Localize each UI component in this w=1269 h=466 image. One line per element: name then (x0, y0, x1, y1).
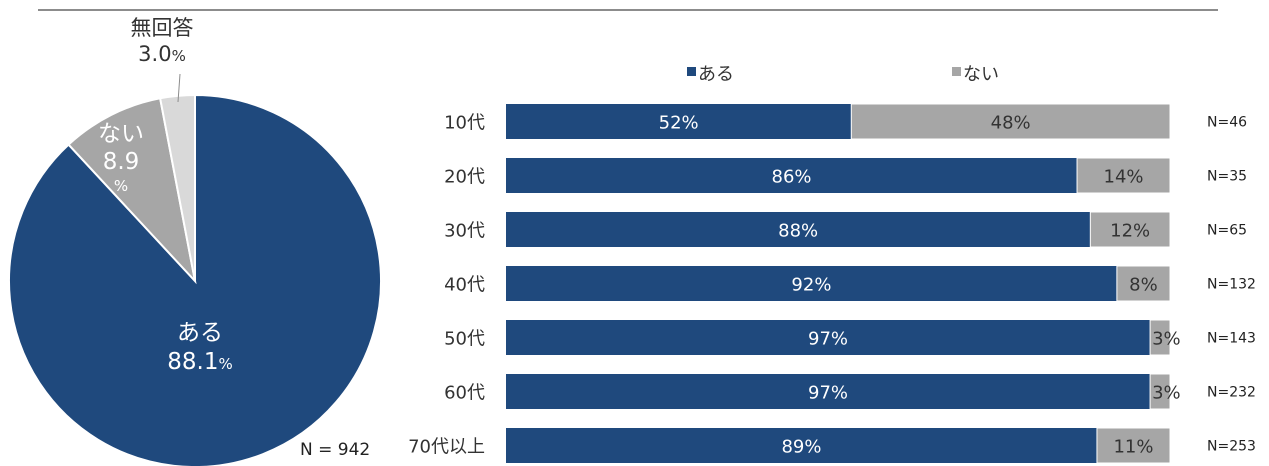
bar-value-label-yes: 88% (778, 221, 818, 242)
sample-size-label: N=143 (1207, 331, 1256, 347)
sample-size-label: N=35 (1207, 169, 1247, 185)
bar-segment-yes (506, 104, 852, 139)
bar-value-label-yes: 52% (659, 113, 699, 134)
bar-value-label-no: 8% (1129, 275, 1158, 296)
pie-leader-line (177, 73, 181, 103)
category-label: 50代 (444, 329, 485, 350)
legend-label-yes: ある (698, 64, 734, 85)
category-label: 30代 (444, 221, 485, 242)
bar-segment-no (1089, 211, 1171, 248)
pie-label-no: ない 8.9 % (96, 121, 146, 195)
bar-segment-no (1076, 157, 1171, 194)
bar-segment-yes (506, 374, 1151, 409)
bar-value-label-yes: 92% (791, 275, 831, 296)
pie-label-yes-value: 88.1 (167, 349, 219, 376)
pie-slice-no-answer (158, 93, 196, 282)
bar-value-label-yes: 86% (772, 167, 812, 188)
bar-segment-no (850, 103, 1171, 140)
category-label: 60代 (444, 383, 485, 404)
top-divider-line (38, 9, 1218, 11)
sample-size-label: N=132 (1207, 277, 1256, 293)
pie-label-no-answer-pct: % (171, 47, 186, 66)
pie-label-no-answer-name: 無回答 (130, 16, 194, 40)
bar-segment-yes (506, 428, 1097, 463)
sample-size-label: N=253 (1207, 439, 1256, 455)
sample-size-label: N=65 (1207, 223, 1247, 239)
pie-label-yes-pct: % (218, 355, 233, 374)
sample-size-label: N=232 (1207, 385, 1256, 401)
category-label: 70代以上 (408, 437, 485, 458)
pie-label-no-name: ない (98, 121, 144, 147)
bar-segment-yes (506, 266, 1117, 301)
bar-value-label-no: 3% (1152, 329, 1181, 350)
category-label: 40代 (444, 275, 485, 296)
bar-segment-yes (506, 158, 1078, 193)
pie-slice-no (67, 97, 197, 285)
category-label: 10代 (444, 113, 485, 134)
bar-segment-no (1096, 427, 1171, 464)
bar-value-label-yes: 97% (808, 329, 848, 350)
bar-segment-yes (506, 212, 1091, 247)
bar-segment-no (1149, 319, 1171, 356)
pie-label-no-answer-value: 3.0 (138, 42, 172, 67)
pie-label-yes-name: ある (177, 320, 223, 346)
pie-label-yes: ある 88.1% (140, 320, 260, 376)
bar-value-label-no: 48% (991, 113, 1031, 134)
legend-swatch-yes (687, 67, 696, 76)
bar-segment-yes (506, 320, 1151, 355)
pie-label-no-value: 8.9 (102, 149, 140, 176)
sample-size-label: N=46 (1207, 115, 1247, 131)
legend-label-no: ない (963, 64, 999, 85)
bar-value-label-no: 3% (1152, 383, 1181, 404)
pie-label-no-answer: 無回答 3.0% (102, 16, 222, 67)
bar-value-label-no: 11% (1113, 437, 1153, 458)
pie-n-label: N = 942 (300, 440, 371, 460)
category-label: 20代 (444, 167, 485, 188)
bar-segment-no (1116, 265, 1171, 302)
bar-value-label-yes: 97% (808, 383, 848, 404)
bar-value-label-no: 12% (1110, 221, 1150, 242)
bar-value-label-no: 14% (1104, 167, 1144, 188)
legend-swatch-no (952, 67, 961, 76)
bar-segment-no (1149, 373, 1171, 410)
bar-value-label-yes: 89% (781, 437, 821, 458)
pie-chart (8, 73, 382, 466)
pie-label-no-pct: % (113, 176, 129, 195)
